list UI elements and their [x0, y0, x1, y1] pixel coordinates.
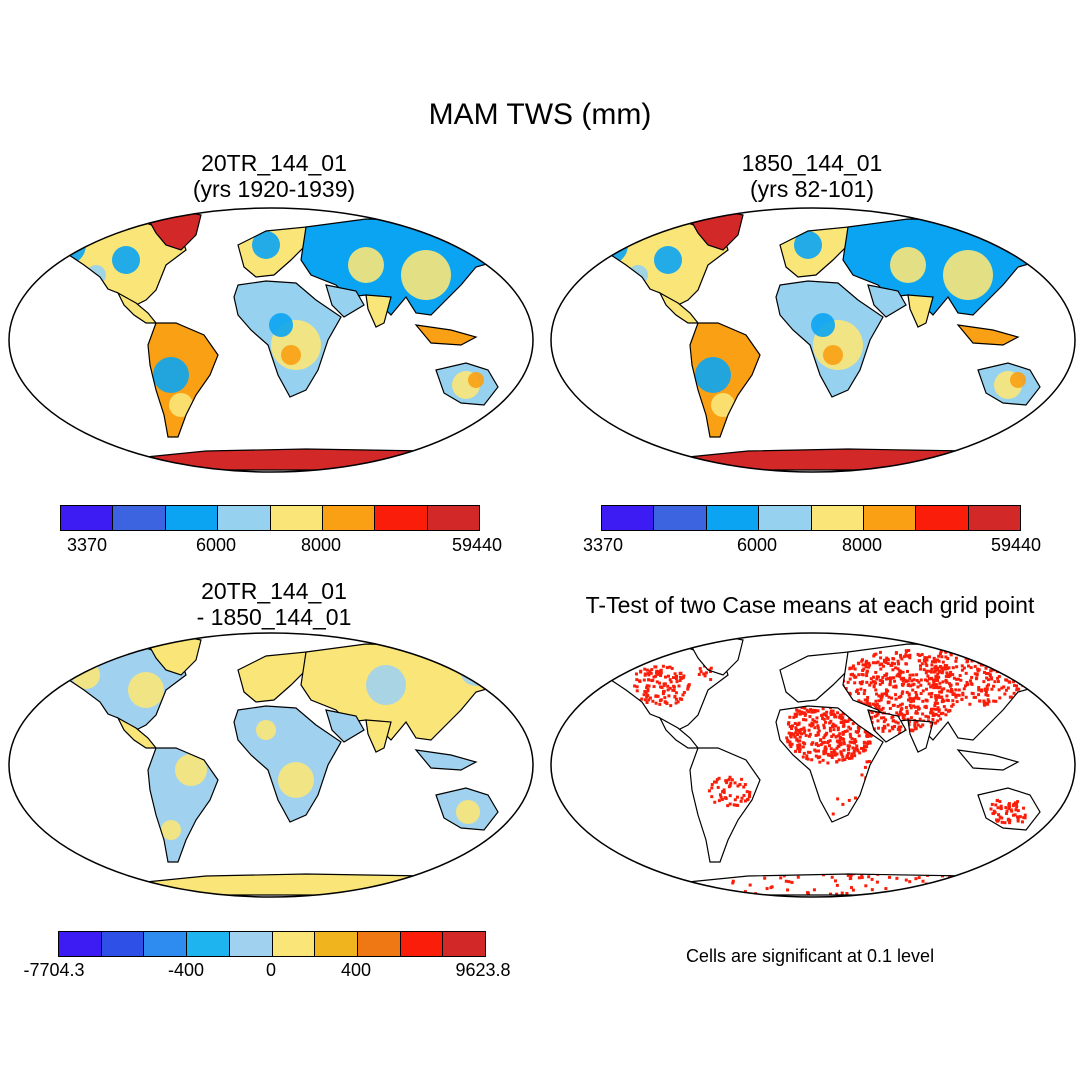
landmass-camerica	[118, 293, 156, 323]
map-border	[8, 207, 534, 473]
colorbar-3-tick: -7704.3	[23, 960, 84, 981]
colorbar-panel-3	[58, 931, 486, 957]
colorbar-swatch	[272, 932, 316, 956]
colorbar-swatch	[218, 506, 271, 530]
panel-1-title-line2: (yrs 1920-1939)	[124, 176, 424, 202]
landmass-seasia	[416, 750, 476, 770]
landmass-samerica	[690, 748, 760, 862]
colorbar-swatch	[165, 506, 219, 530]
colorbar-3-tick: 9623.8	[455, 960, 510, 981]
map-panel-3	[8, 632, 534, 898]
colorbar-swatch	[968, 506, 1020, 530]
panel-4-title: T-Test of two Case means at each grid po…	[540, 592, 1080, 618]
colorbar-swatch	[654, 506, 707, 530]
colorbar-swatch	[602, 506, 655, 530]
colorbar-swatch	[916, 506, 969, 530]
colorbar-swatch	[270, 506, 323, 530]
colorbar-swatch	[101, 932, 145, 956]
colorbar-swatch	[811, 506, 864, 530]
map-panel-4	[550, 632, 1076, 898]
landmass-seasia	[416, 325, 476, 345]
landmass-arabia	[326, 710, 364, 742]
panel-1-title-line1: 20TR_144_01	[124, 150, 424, 176]
colorbar-swatch	[863, 506, 917, 530]
colorbar-swatch	[315, 932, 358, 956]
landmass-arabia	[326, 285, 364, 317]
panel-3-title-line1: 20TR_144_01	[124, 578, 424, 604]
map-border	[8, 632, 534, 898]
colorbar-1-tick: 8000	[301, 535, 341, 556]
colorbar-swatch	[375, 506, 428, 530]
main-title: MAM TWS (mm)	[0, 98, 1080, 132]
panel-2-title-line1: 1850_144_01	[662, 150, 962, 176]
colorbar-swatch	[400, 932, 444, 956]
colorbar-swatch	[322, 506, 376, 530]
colorbar-1-tick: 6000	[196, 535, 236, 556]
colorbar-2-tick: 59440	[991, 535, 1041, 556]
colorbar-swatch	[229, 932, 273, 956]
map-panel-1	[8, 207, 534, 473]
colorbar-2-tick: 3370	[583, 535, 623, 556]
colorbar-1-tick: 3370	[67, 535, 107, 556]
landmass-europe	[780, 652, 848, 702]
landmass-seasia	[958, 325, 1018, 345]
landmass-seasia	[958, 750, 1018, 770]
colorbar-2-tick: 8000	[842, 535, 882, 556]
landmass-camerica	[660, 718, 698, 748]
panel-3-title-line2: - 1850_144_01	[124, 604, 424, 630]
colorbar-swatch	[759, 506, 812, 530]
map-border	[550, 207, 1076, 473]
landmass-europe	[238, 652, 306, 702]
colorbar-panel-1	[60, 505, 480, 531]
colorbar-3-tick: 0	[266, 960, 276, 981]
landmass-arabia	[868, 285, 906, 317]
colorbar-swatch	[187, 932, 230, 956]
colorbar-panel-2	[601, 505, 1021, 531]
colorbar-swatch	[443, 932, 486, 956]
panel-4-title-line1: T-Test of two Case means at each grid po…	[540, 592, 1080, 618]
map-panel-2	[550, 207, 1076, 473]
colorbar-swatch	[144, 932, 188, 956]
colorbar-3-tick: -400	[168, 960, 204, 981]
colorbar-swatch	[427, 506, 479, 530]
colorbar-2-tick: 6000	[737, 535, 777, 556]
colorbar-swatch	[59, 932, 102, 956]
significance-note: Cells are significant at 0.1 level	[540, 946, 1080, 967]
landmass-camerica	[660, 293, 698, 323]
colorbar-swatch	[61, 506, 114, 530]
panel-2-title-line2: (yrs 82-101)	[662, 176, 962, 202]
colorbar-swatch	[113, 506, 166, 530]
panel-2-title: 1850_144_01 (yrs 82-101)	[662, 150, 962, 202]
map-border	[550, 632, 1076, 898]
panel-3-title: 20TR_144_01 - 1850_144_01	[124, 578, 424, 630]
panel-1-title: 20TR_144_01 (yrs 1920-1939)	[124, 150, 424, 202]
colorbar-swatch	[706, 506, 760, 530]
colorbar-1-tick: 59440	[452, 535, 502, 556]
colorbar-3-tick: 400	[341, 960, 371, 981]
colorbar-swatch	[357, 932, 401, 956]
landmass-camerica	[118, 718, 156, 748]
